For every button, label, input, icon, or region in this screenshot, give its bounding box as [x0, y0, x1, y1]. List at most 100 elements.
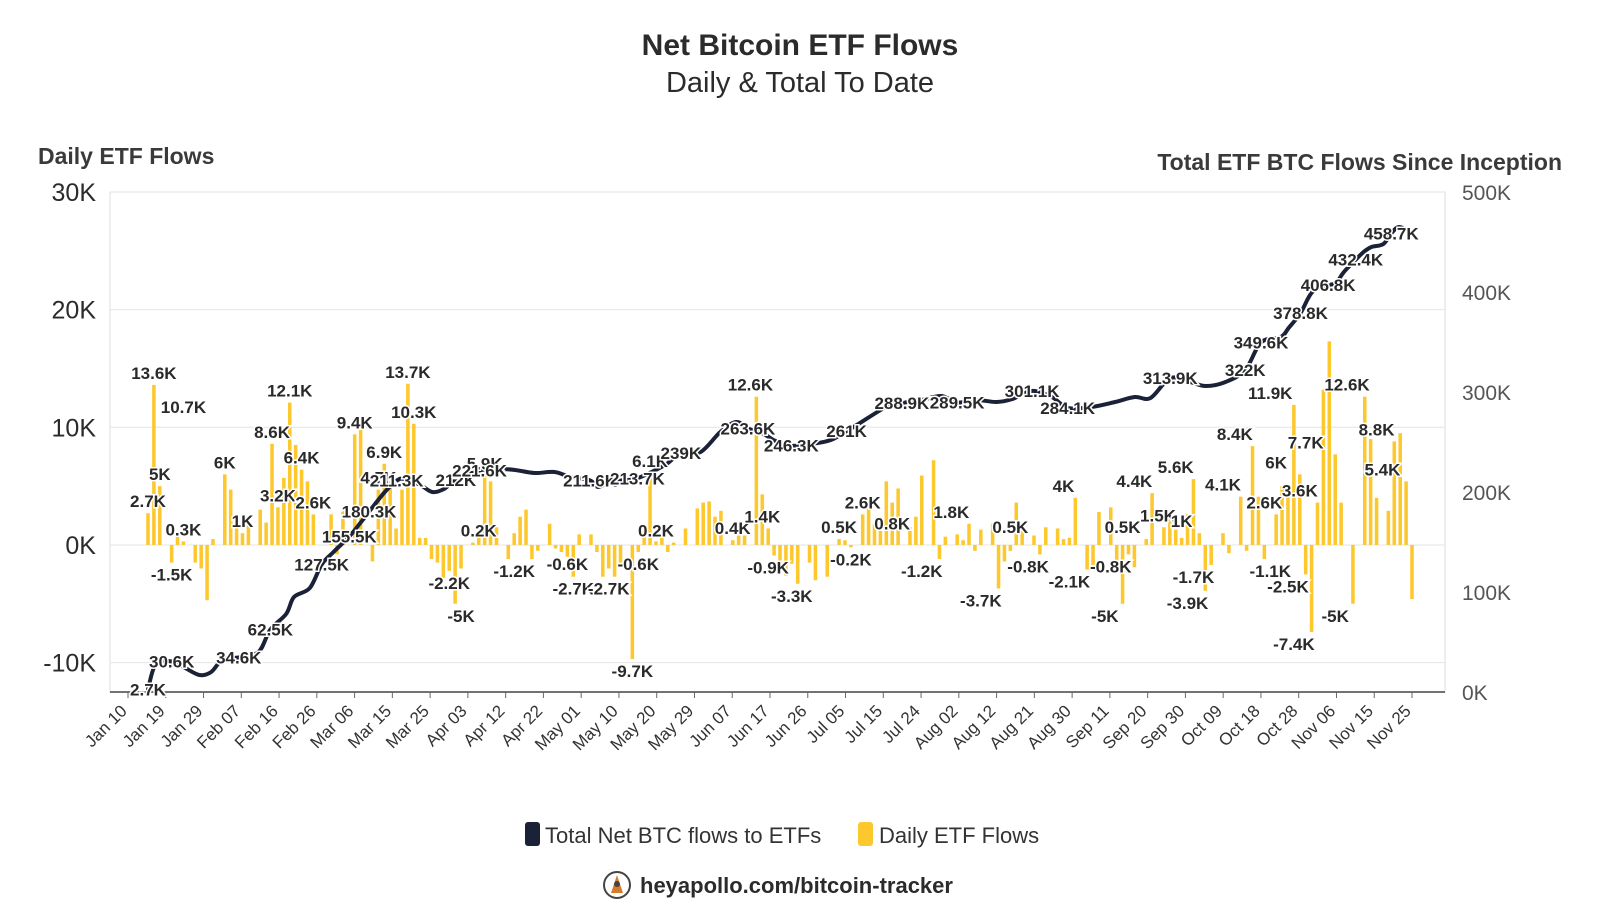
- daily-bar: [1008, 544, 1013, 551]
- daily-bar: [494, 527, 499, 545]
- daily-bar: [158, 486, 162, 545]
- daily-bar: [282, 477, 286, 545]
- line-value-label: 458.7K: [1364, 224, 1420, 243]
- total-flow-line: [146, 225, 1413, 692]
- daily-bar: [1179, 537, 1184, 545]
- bar-value-label: -2.7K: [588, 580, 630, 599]
- daily-bar: [1191, 479, 1196, 545]
- bar-value-label: 13.7K: [385, 363, 431, 382]
- bar-value-label: 4.7K: [360, 469, 397, 488]
- line-value-label: 246.3K: [764, 437, 820, 456]
- x-tick-label: Jun 07: [686, 701, 736, 751]
- daily-bar: [878, 530, 883, 545]
- daily-bar: [352, 434, 357, 545]
- legend: Total Net BTC flows to ETFs Daily ETF Fl…: [525, 822, 1039, 848]
- line-value-label: 211.3K: [370, 472, 425, 491]
- x-tick-label: Jun 17: [723, 701, 773, 751]
- legend-label-daily: Daily ETF Flows: [879, 823, 1039, 848]
- bar-value-label: 13.6K: [131, 364, 177, 383]
- line-value-label: 406.8K: [1301, 276, 1357, 295]
- bar-value-label: 4.4K: [1116, 472, 1153, 491]
- daily-bar: [394, 528, 398, 545]
- daily-bar: [1108, 507, 1113, 545]
- legend-item-total[interactable]: Total Net BTC flows to ETFs: [525, 822, 821, 848]
- daily-bar: [429, 544, 434, 560]
- chart-title: Net Bitcoin ETF Flows: [642, 29, 959, 62]
- daily-bar: [1091, 544, 1095, 565]
- daily-bar: [471, 542, 475, 545]
- bar-value-label: 8.8K: [1359, 420, 1396, 439]
- daily-bar: [1014, 502, 1019, 545]
- bar-value-label: 6.4K: [284, 449, 321, 468]
- bar-value-label: 8.6K: [254, 423, 291, 442]
- line-value-label: 213.7K: [610, 469, 666, 488]
- daily-bar: [435, 544, 440, 563]
- daily-bar: [937, 544, 942, 560]
- daily-bar: [553, 544, 558, 549]
- line-value-label: 239K: [661, 444, 702, 463]
- bar-value-label: 5.6K: [1158, 458, 1195, 477]
- line-value-label: 211.6K: [563, 471, 618, 490]
- daily-bar: [1256, 496, 1261, 545]
- line-value-label: 263.6K: [721, 419, 777, 438]
- line-value-label: 378.8K: [1273, 304, 1329, 323]
- daily-bar: [736, 533, 741, 545]
- daily-bar: [790, 544, 794, 564]
- daily-bar: [488, 481, 493, 545]
- x-tick-label: Oct 18: [1215, 701, 1264, 750]
- bar-value-label: 5K: [149, 465, 171, 484]
- daily-bar: [760, 494, 765, 545]
- daily-bar: [784, 544, 788, 576]
- daily-bar: [530, 544, 534, 560]
- daily-bar: [630, 544, 635, 660]
- daily-bar: [376, 489, 381, 545]
- daily-bar: [754, 396, 759, 545]
- daily-bar: [341, 509, 345, 545]
- daily-bar: [175, 533, 180, 545]
- daily-bar: [1120, 544, 1125, 604]
- bar-value-label: 10.7K: [161, 398, 207, 417]
- daily-bar: [400, 489, 404, 545]
- daily-bar: [1032, 535, 1036, 545]
- daily-bar: [1244, 544, 1249, 551]
- line-value-label: 289.5K: [930, 394, 986, 413]
- daily-bar: [843, 540, 847, 545]
- daily-bar: [795, 544, 800, 584]
- daily-bar: [181, 541, 186, 545]
- daily-bar: [223, 474, 227, 545]
- bar-value-label: -0.9K: [747, 559, 789, 578]
- line-value-label: 2.7K: [130, 680, 167, 699]
- daily-bar: [990, 523, 995, 545]
- daily-bar: [299, 469, 304, 545]
- daily-bar: [1221, 533, 1225, 545]
- x-tick-label: Jan 10: [81, 701, 131, 751]
- daily-bar: [205, 544, 209, 601]
- daily-bar: [955, 534, 959, 545]
- x-tick-label: Apr 03: [422, 701, 471, 750]
- bar-value-label: -3.3K: [771, 587, 813, 606]
- footer-site[interactable]: heyapollo.com/bitcoin-tracker: [640, 873, 953, 898]
- daily-bar: [671, 542, 676, 545]
- daily-bar: [961, 540, 965, 545]
- bar-value-label: -3.9K: [1167, 594, 1209, 613]
- bar-value-label: 8.4K: [1217, 425, 1254, 444]
- bar-value-label: 10.3K: [391, 403, 437, 422]
- line-value-label: 127.5K: [294, 556, 350, 575]
- daily-bar: [1333, 454, 1337, 545]
- daily-bar: [908, 527, 912, 545]
- daily-bar: [1274, 514, 1278, 545]
- daily-bar: [1067, 537, 1072, 545]
- daily-bar: [258, 509, 262, 545]
- line-value-label: 432.4K: [1328, 251, 1384, 270]
- bar-value-label: 1K: [1171, 512, 1193, 531]
- daily-bar: [459, 544, 463, 569]
- legend-item-daily[interactable]: Daily ETF Flows: [858, 822, 1039, 848]
- left-tick-label: 0K: [65, 532, 96, 560]
- daily-bar: [1238, 496, 1243, 545]
- bar-value-label: 0.2K: [461, 522, 498, 541]
- bar-value-label: -2.1K: [1049, 573, 1091, 592]
- daily-bar: [1410, 544, 1414, 600]
- data-labels: 13.6K 5K 2.7K 10.7K 0.3K -1.5K 6K 1K 8.6K 3.2K 12.…: [129, 223, 1421, 701]
- bar-value-label: -1.7K: [1173, 568, 1215, 587]
- daily-bar: [1292, 404, 1296, 545]
